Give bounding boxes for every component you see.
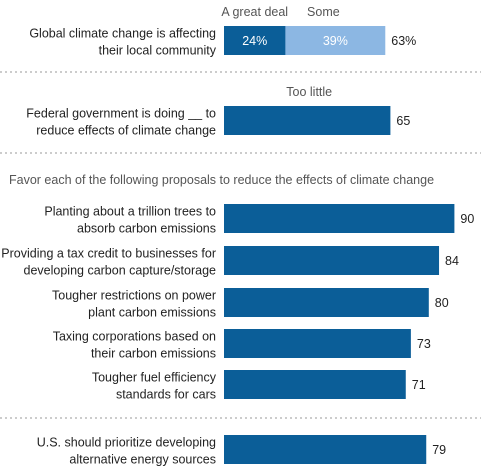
proposal-5-value: 71 bbox=[412, 378, 426, 392]
legend-some: Some bbox=[307, 5, 340, 19]
proposal-5-label-line-1: Tougher fuel efficiency bbox=[92, 371, 217, 385]
proposal-1-value: 90 bbox=[460, 212, 474, 226]
proposal-2-label-line-1: Providing a tax credit to businesses for bbox=[1, 247, 216, 261]
alt-energy-label-line-1: U.S. should prioritize developing bbox=[37, 436, 216, 450]
legend-too-little: Too little bbox=[286, 85, 332, 99]
proposal-1-label-line-2: absorb carbon emissions bbox=[77, 222, 216, 236]
alt-energy-bar bbox=[224, 435, 427, 464]
proposal-4-label-line-1: Taxing corporations based on bbox=[53, 330, 216, 344]
row1-label-line-2: their local community bbox=[99, 44, 217, 58]
proposal-2-label-line-2: developing carbon capture/storage bbox=[24, 264, 217, 278]
bar-too-little-value: 65 bbox=[396, 114, 410, 128]
proposal-4-label-line-2: their carbon emissions bbox=[91, 347, 216, 361]
alt-energy-label-line-2: alternative energy sources bbox=[69, 453, 216, 467]
proposal-3-bar bbox=[224, 288, 429, 317]
proposal-4-bar bbox=[224, 329, 411, 358]
bar-great-deal-value: 24% bbox=[242, 34, 267, 48]
row2-label-line-2: reduce effects of climate change bbox=[36, 124, 216, 138]
proposal-1-bar bbox=[224, 204, 455, 233]
legend-great-deal: A great deal bbox=[221, 5, 288, 19]
proposal-2-bar bbox=[224, 246, 440, 275]
row1-total: 63% bbox=[391, 34, 416, 48]
section-heading: Favor each of the following proposals to… bbox=[9, 173, 434, 187]
proposal-3-label-line-1: Tougher restrictions on power bbox=[52, 289, 216, 303]
proposal-4-value: 73 bbox=[417, 337, 431, 351]
row1-label-line-1: Global climate change is affecting bbox=[29, 27, 216, 41]
proposal-3-value: 80 bbox=[435, 296, 449, 310]
row2-label-line-1: Federal government is doing __ to bbox=[26, 107, 216, 121]
proposal-3-label-line-2: plant carbon emissions bbox=[88, 306, 216, 320]
proposal-5-label-line-2: standards for cars bbox=[116, 388, 216, 402]
bar-some bbox=[285, 26, 386, 55]
bar-some-value: 39% bbox=[323, 34, 348, 48]
bar-too-little bbox=[224, 106, 391, 135]
bar-great-deal bbox=[224, 26, 286, 55]
proposal-1-label-line-1: Planting about a trillion trees to bbox=[44, 205, 216, 219]
proposal-5-bar bbox=[224, 370, 406, 399]
alt-energy-value: 79 bbox=[432, 443, 446, 457]
proposal-2-value: 84 bbox=[445, 254, 459, 268]
